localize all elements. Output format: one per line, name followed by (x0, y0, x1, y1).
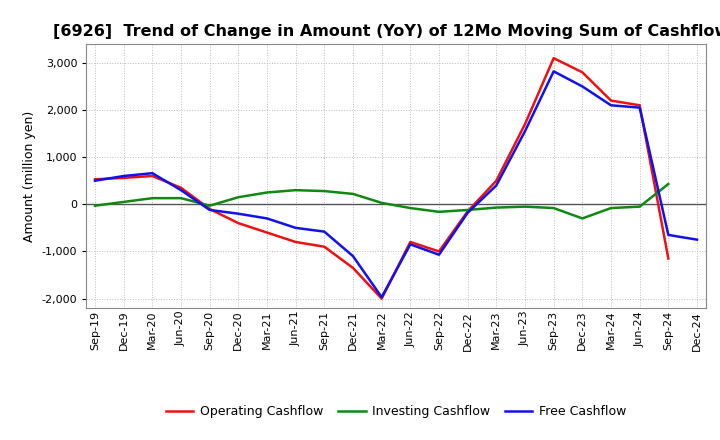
Operating Cashflow (635, 103, 644, 108)
Investing Cashflow (578, 216, 587, 221)
Free Cashflow (464, 210, 472, 216)
Operating Cashflow (176, 185, 185, 191)
Free Cashflow (693, 237, 701, 242)
Operating Cashflow (435, 249, 444, 254)
Operating Cashflow (377, 296, 386, 301)
Investing Cashflow (377, 200, 386, 205)
Operating Cashflow (578, 70, 587, 75)
Operating Cashflow (263, 230, 271, 235)
Investing Cashflow (176, 195, 185, 201)
Operating Cashflow (205, 206, 214, 212)
Investing Cashflow (492, 205, 500, 210)
Legend: Operating Cashflow, Investing Cashflow, Free Cashflow: Operating Cashflow, Investing Cashflow, … (161, 400, 631, 423)
Operating Cashflow (607, 98, 616, 103)
Operating Cashflow (91, 177, 99, 182)
Line: Free Cashflow: Free Cashflow (95, 71, 697, 297)
Investing Cashflow (435, 209, 444, 214)
Operating Cashflow (320, 244, 328, 249)
Title: [6926]  Trend of Change in Amount (YoY) of 12Mo Moving Sum of Cashflows: [6926] Trend of Change in Amount (YoY) o… (53, 24, 720, 39)
Investing Cashflow (664, 181, 672, 187)
Investing Cashflow (406, 205, 415, 211)
Free Cashflow (492, 183, 500, 188)
Free Cashflow (549, 69, 558, 74)
Investing Cashflow (320, 188, 328, 194)
Free Cashflow (263, 216, 271, 221)
Investing Cashflow (464, 207, 472, 213)
Investing Cashflow (234, 194, 243, 200)
Free Cashflow (578, 84, 587, 89)
Investing Cashflow (91, 203, 99, 209)
Operating Cashflow (406, 239, 415, 245)
Free Cashflow (205, 207, 214, 213)
Investing Cashflow (263, 190, 271, 195)
Free Cashflow (635, 105, 644, 110)
Investing Cashflow (292, 187, 300, 193)
Operating Cashflow (148, 173, 157, 179)
Free Cashflow (234, 211, 243, 216)
Y-axis label: Amount (million yen): Amount (million yen) (23, 110, 36, 242)
Operating Cashflow (292, 239, 300, 245)
Operating Cashflow (120, 175, 128, 180)
Investing Cashflow (120, 199, 128, 205)
Free Cashflow (120, 173, 128, 179)
Free Cashflow (435, 252, 444, 257)
Free Cashflow (91, 178, 99, 183)
Operating Cashflow (234, 220, 243, 226)
Free Cashflow (377, 294, 386, 300)
Investing Cashflow (607, 205, 616, 211)
Investing Cashflow (521, 204, 529, 209)
Operating Cashflow (464, 209, 472, 214)
Operating Cashflow (492, 178, 500, 183)
Free Cashflow (292, 225, 300, 231)
Line: Operating Cashflow: Operating Cashflow (95, 58, 668, 299)
Free Cashflow (148, 171, 157, 176)
Free Cashflow (320, 229, 328, 234)
Operating Cashflow (521, 121, 529, 127)
Free Cashflow (176, 187, 185, 193)
Investing Cashflow (635, 204, 644, 209)
Free Cashflow (406, 242, 415, 247)
Free Cashflow (607, 103, 616, 108)
Free Cashflow (348, 253, 357, 259)
Operating Cashflow (348, 265, 357, 271)
Free Cashflow (664, 232, 672, 238)
Investing Cashflow (549, 205, 558, 211)
Line: Investing Cashflow: Investing Cashflow (95, 184, 668, 218)
Free Cashflow (521, 128, 529, 134)
Investing Cashflow (348, 191, 357, 197)
Investing Cashflow (148, 195, 157, 201)
Operating Cashflow (549, 55, 558, 61)
Investing Cashflow (205, 203, 214, 209)
Operating Cashflow (664, 256, 672, 261)
